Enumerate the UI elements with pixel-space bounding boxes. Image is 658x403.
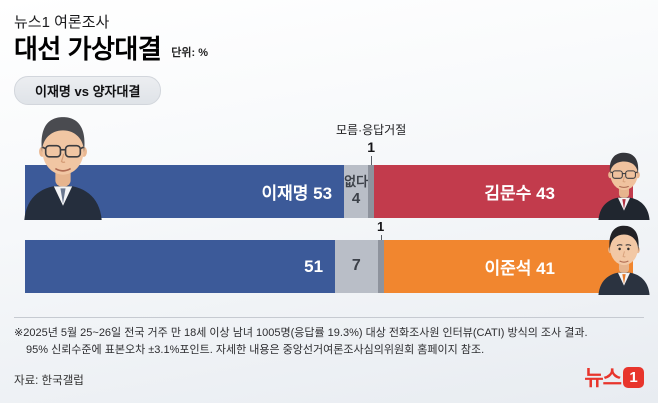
none-value: 7 <box>351 257 361 275</box>
refuse-annotation-value: 1 <box>377 219 385 234</box>
bar-segment-refuse: 모름·응답거절 1 <box>336 123 406 218</box>
news1-logo-text: 뉴스 <box>584 367 622 390</box>
kim-moonsoo-photo <box>598 152 650 220</box>
source-label: 자료: 한국갤럽 <box>14 375 84 387</box>
lee-junseok-photo <box>598 225 650 295</box>
poll-row-kim: 이재명 53 없다 4 모름·응답거절 1 김문수 43 <box>25 123 633 218</box>
bar-segment-none: 없다 4 <box>344 165 369 218</box>
bar-label-lee: 51 <box>304 256 324 276</box>
page-title: 대선 가상대결 <box>14 34 162 64</box>
footnote-divider <box>14 317 644 318</box>
unit-label: 단위: % <box>171 46 208 59</box>
none-value: 4 <box>351 190 361 208</box>
bar-label-lee: 이재명 53 <box>261 184 333 203</box>
news1-logo: 뉴스 1 <box>584 362 644 392</box>
poll-row-junseok: 51 7 1 이준석 41 <box>25 219 633 293</box>
bar-label-kim: 김문수 43 <box>484 184 555 203</box>
bar-label-junseok: 이준석 41 <box>484 259 555 278</box>
footnote-line-1: ※2025년 5월 25~26일 전국 거주 만 18세 이상 남녀 1005명… <box>14 327 588 339</box>
footnote-line-2: 95% 신뢰수준에 표본오차 ±3.1%포인트. 자세한 내용은 중앙선거여론조… <box>26 344 485 357</box>
poll-bar-chart: 이재명 53 없다 4 모름·응답거절 1 김문수 43 51 <box>25 123 633 293</box>
bar-segment-lee-junseok: 이준석 41 <box>383 240 633 293</box>
bar-segment-refuse: 1 <box>377 219 384 293</box>
refuse-annotation-label: 모름·응답거절 <box>336 123 407 137</box>
header: 뉴스1 여론조사 대선 가상대결 단위: % 이재명 vs 양자대결 <box>14 11 208 105</box>
bar-segment-lee-jaemyung: 51 <box>25 240 336 293</box>
bar-segment-none: 7 <box>335 240 378 293</box>
refuse-annotation-value: 1 <box>367 139 376 155</box>
footnote: ※2025년 5월 25~26일 전국 거주 만 18세 이상 남녀 1005명… <box>14 325 588 359</box>
bar-segment-kim-moonsoo: 김문수 43 <box>374 165 633 218</box>
matchup-badge: 이재명 vs 양자대결 <box>14 75 162 105</box>
kicker: 뉴스1 여론조사 <box>14 14 110 31</box>
annotation-tick <box>371 156 373 165</box>
none-label-stack: 없다 4 <box>344 174 369 208</box>
lee-jaemyung-photo <box>24 117 102 220</box>
annotation-tick <box>380 235 382 240</box>
news1-logo-badge: 1 <box>623 366 644 388</box>
none-label: 없다 <box>344 174 369 190</box>
none-label-stack: 7 <box>335 257 378 275</box>
